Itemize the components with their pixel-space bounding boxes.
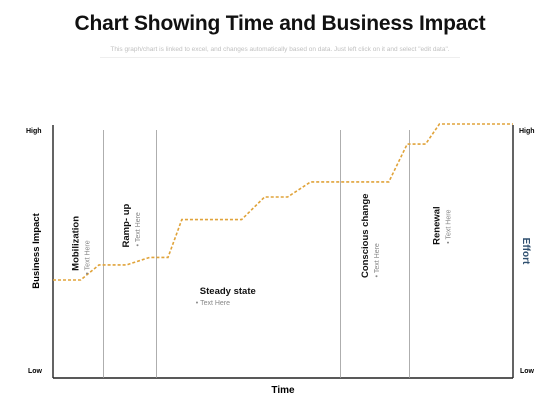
y2-tick-high: High <box>519 128 535 135</box>
phase-label: Steady state • Text Here <box>196 286 256 307</box>
phase-name: Steady state <box>200 286 256 297</box>
phase-label: Ramp- up • Text Here <box>121 204 142 248</box>
phase-bullet: • Text Here <box>445 209 452 243</box>
phase-label: Renewal • Text Here <box>431 206 452 245</box>
y-tick-high: High <box>26 128 42 135</box>
page-subtitle: This graph/chart is linked to excel, and… <box>110 46 450 53</box>
phase-name: Ramp- up <box>121 204 132 248</box>
phase-bullet: • Text Here <box>196 300 230 307</box>
phase-name: Mobilization <box>70 216 81 271</box>
y-axis-label: Business Impact <box>31 212 42 288</box>
x-axis-label: Time <box>271 385 295 396</box>
phase-bullet: • Text Here <box>374 243 381 277</box>
phase-bullet: • Text Here <box>135 212 142 246</box>
phase-label: Mobilization • Text Here <box>70 216 91 275</box>
y2-axis-label: Effort <box>520 238 531 265</box>
y2-tick-low: Low <box>520 368 535 375</box>
y-tick-low: Low <box>28 368 43 375</box>
phase-label: Conscious change • Text Here <box>360 194 381 278</box>
phase-bullet: • Text Here <box>84 240 91 274</box>
title-divider <box>100 57 460 58</box>
series-line <box>53 123 513 281</box>
page-title: Chart Showing Time and Business Impact <box>74 12 486 35</box>
phase-name: Conscious change <box>360 194 371 278</box>
phase-name: Renewal <box>431 206 442 245</box>
